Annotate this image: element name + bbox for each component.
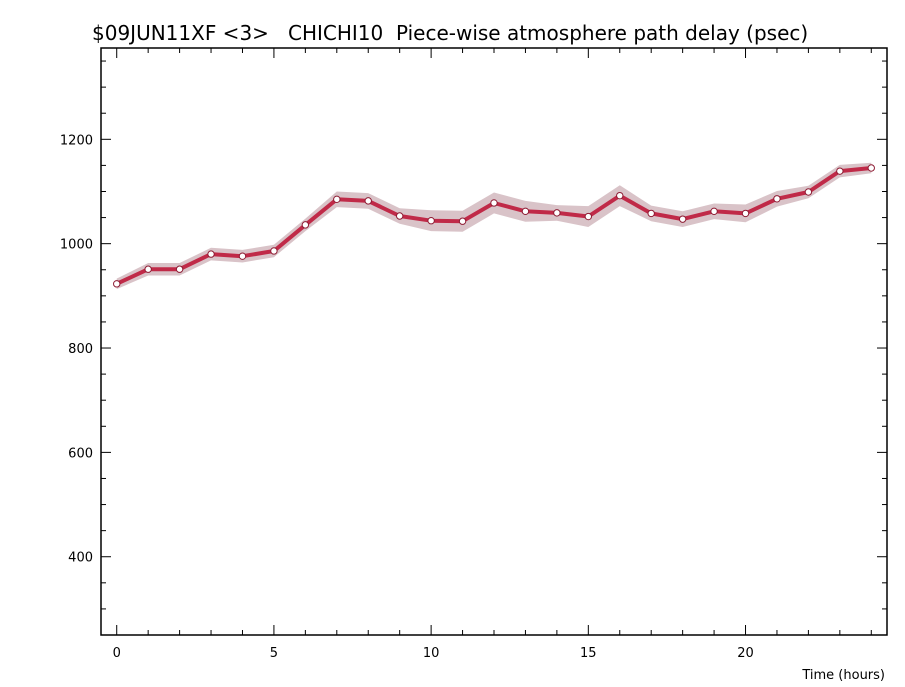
data-point xyxy=(395,212,404,220)
data-point xyxy=(773,195,781,203)
x-tick-label: 0 xyxy=(113,646,121,661)
x-tick-label: 20 xyxy=(737,646,754,661)
y-tick-label: 600 xyxy=(68,446,93,461)
data-point xyxy=(584,212,593,221)
data-point xyxy=(647,209,655,218)
data-point xyxy=(144,265,152,273)
data-point xyxy=(238,252,247,260)
data-point xyxy=(207,250,215,258)
x-tick-label: 10 xyxy=(423,646,440,661)
data-point xyxy=(678,215,687,223)
data-point xyxy=(175,265,184,273)
chart-title: $09JUN11XF <3> CHICHI10 Piece-wise atmos… xyxy=(92,21,808,45)
data-point xyxy=(867,164,875,172)
data-point xyxy=(270,247,278,255)
data-point xyxy=(741,209,750,218)
data-point xyxy=(521,207,530,216)
data-point xyxy=(710,207,718,216)
y-tick-label: 1000 xyxy=(60,238,93,253)
data-point xyxy=(553,209,561,217)
series-line xyxy=(114,166,874,286)
series-uncertainty-band xyxy=(116,162,872,290)
data-points xyxy=(113,164,875,288)
uncertainty-band xyxy=(116,162,872,290)
data-point xyxy=(804,188,813,196)
x-tick-label: 5 xyxy=(270,646,278,661)
data-point xyxy=(458,217,467,225)
plot-frame xyxy=(100,47,888,636)
data-point xyxy=(301,221,310,229)
axis-ticks xyxy=(101,48,887,635)
y-tick-label: 400 xyxy=(68,551,93,566)
data-point xyxy=(490,199,498,207)
data-point xyxy=(427,217,435,225)
y-tick-label: 1200 xyxy=(60,133,93,148)
x-tick-label: 15 xyxy=(580,646,597,661)
data-point xyxy=(836,167,844,175)
data-point xyxy=(616,191,624,200)
y-tick-label: 800 xyxy=(68,342,93,357)
data-point xyxy=(113,280,121,288)
tick-labels: 0 5 10 15 20 400 600 800 1000 1200 xyxy=(60,133,754,661)
data-point xyxy=(364,197,372,205)
series-line-group xyxy=(114,166,874,286)
data-point xyxy=(333,195,341,204)
x-axis-label: Time (hours) xyxy=(801,668,885,683)
